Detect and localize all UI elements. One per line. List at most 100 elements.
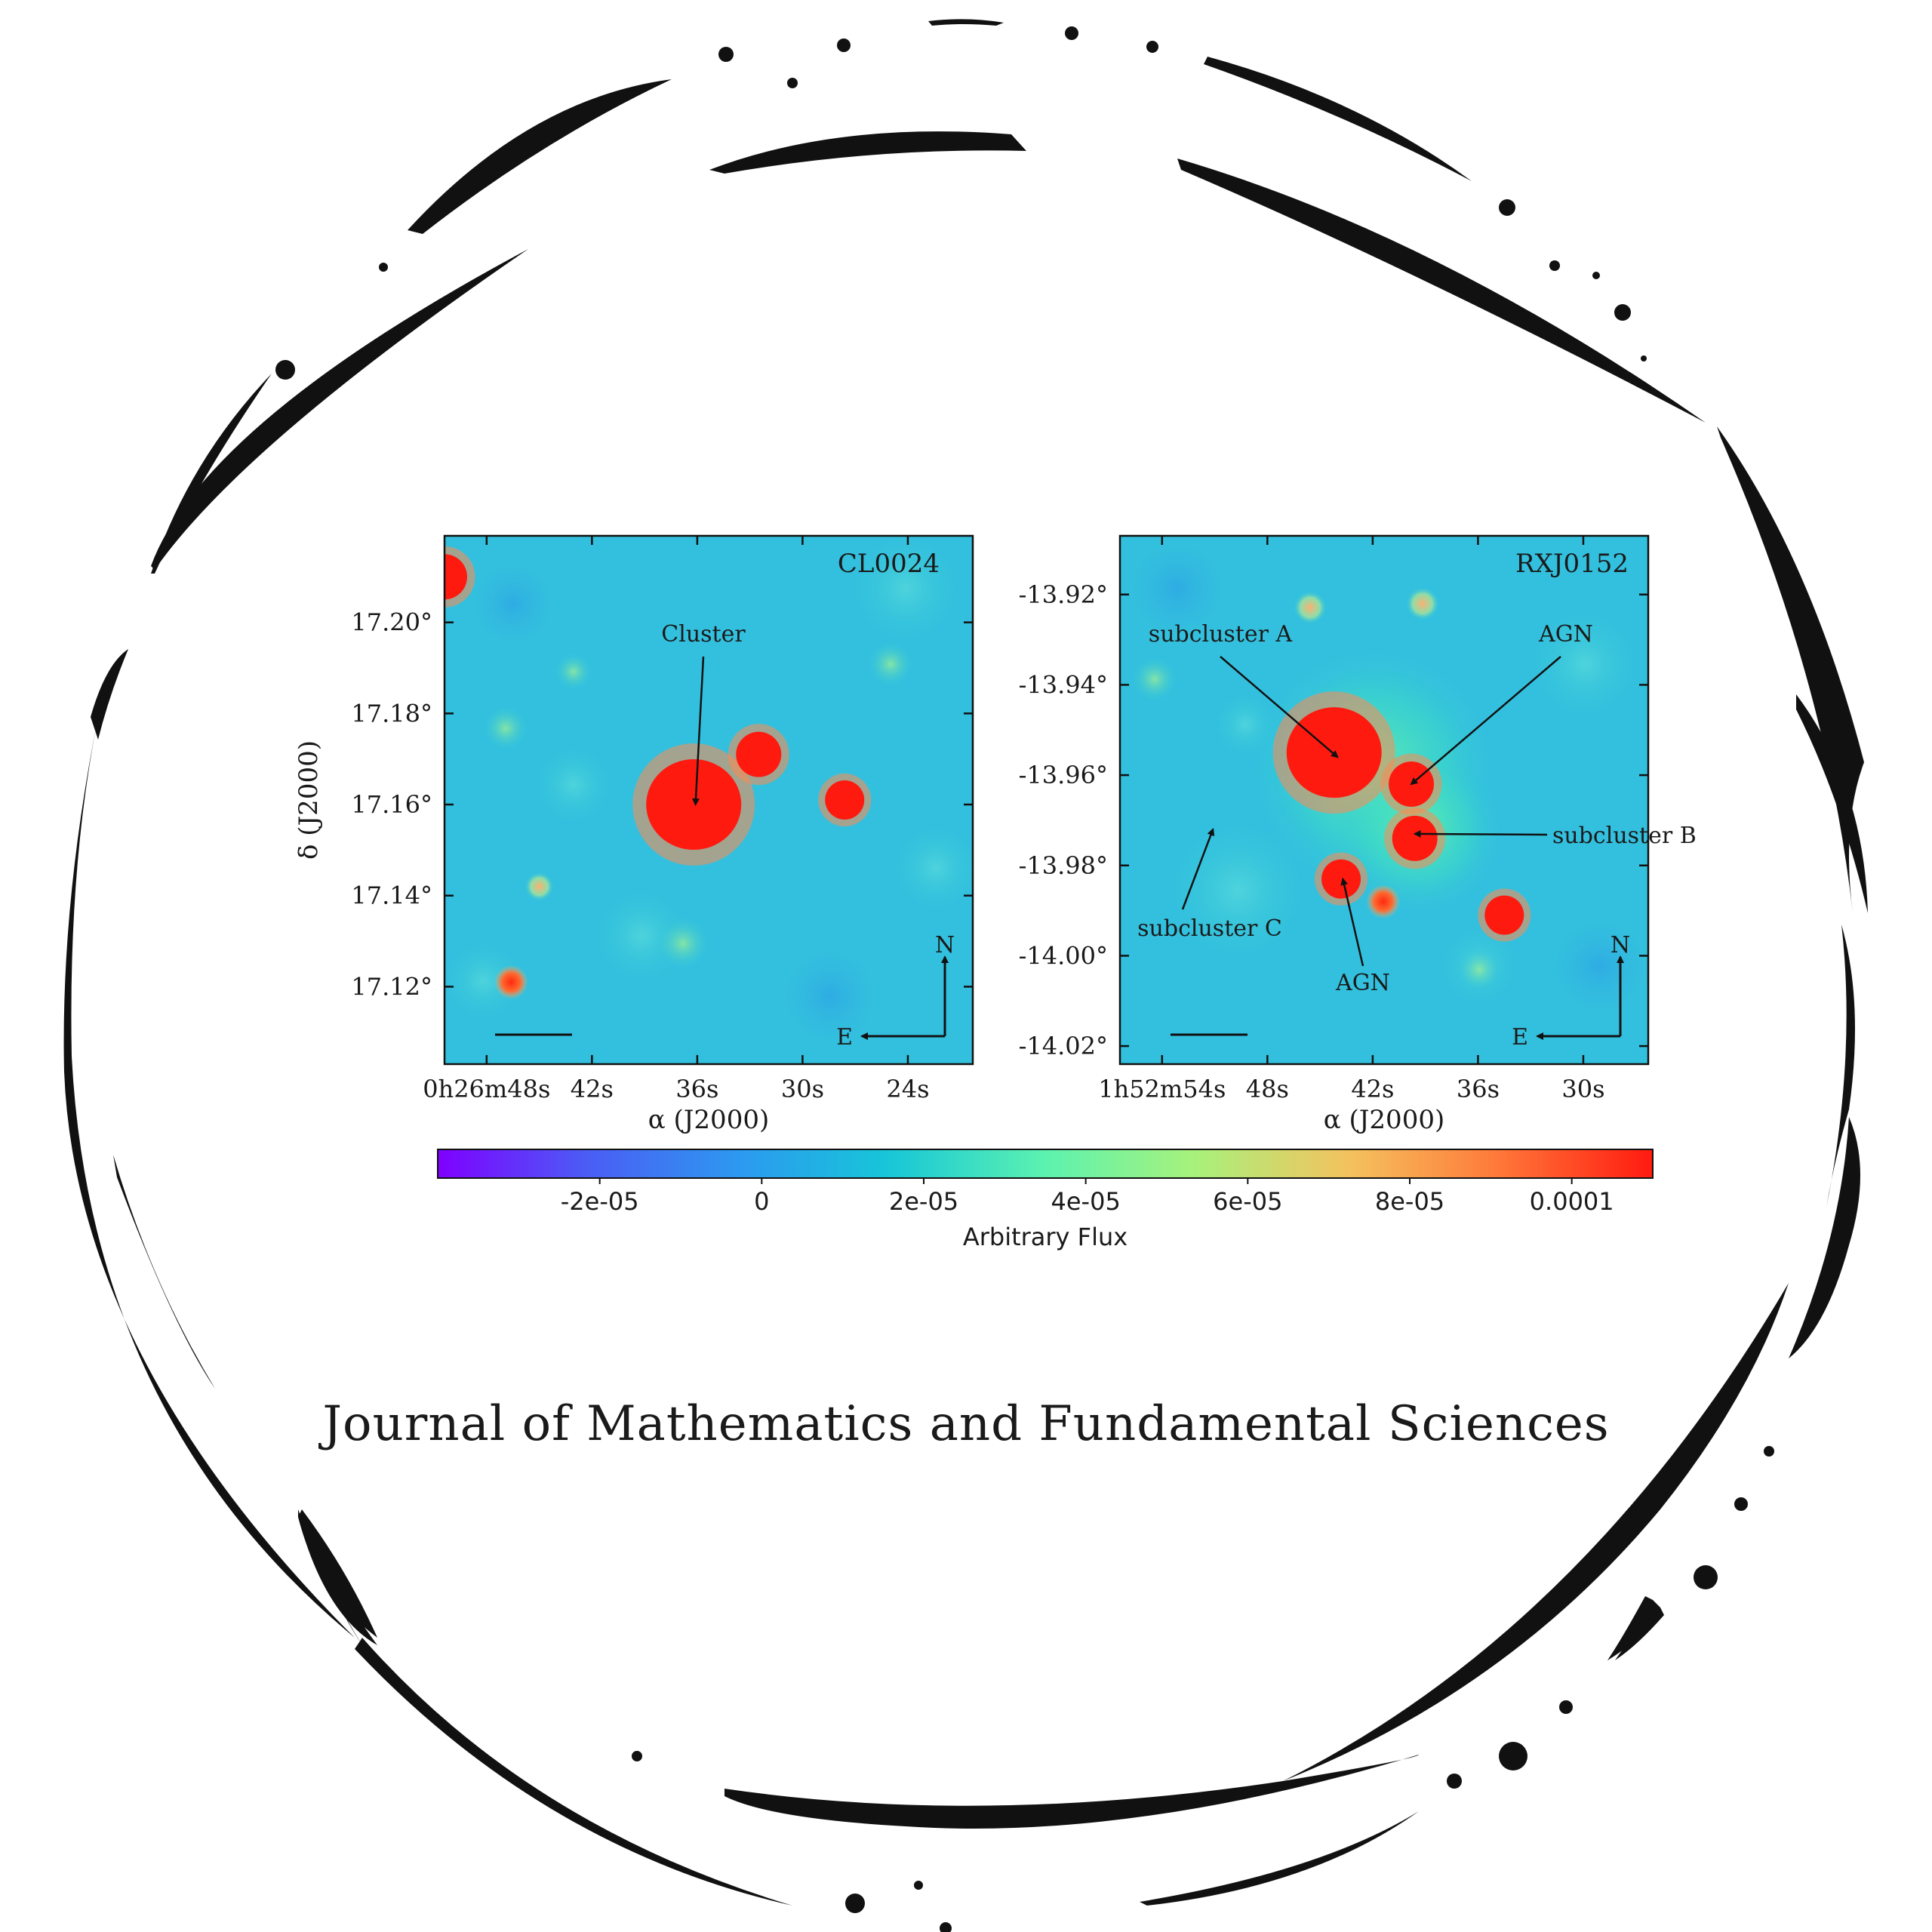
annotation-arrow <box>1410 656 1561 786</box>
ring-dot <box>1146 41 1158 53</box>
compass-east: E <box>836 1024 853 1051</box>
source-blob <box>525 872 554 901</box>
y-tick-label: -14.00° <box>1019 941 1108 970</box>
y-tick-label: 17.20° <box>351 608 432 637</box>
ring-dot <box>275 360 295 380</box>
x-tick-label: 30s <box>781 1075 824 1103</box>
source-blob <box>494 964 528 999</box>
colorbar-tick-label: 4e-05 <box>1051 1187 1121 1216</box>
colorbar-tick-label: 6e-05 <box>1213 1187 1282 1216</box>
ring-stroke <box>408 79 672 234</box>
ring-dot <box>1592 272 1600 279</box>
source-blob <box>1392 815 1438 861</box>
y-axis: -13.92° -13.94° -13.96° -13.98° -14.00° -14.0… <box>1019 580 1648 1060</box>
y-tick-label: -13.94° <box>1019 670 1108 699</box>
ring-dot <box>1734 1497 1748 1511</box>
y-tick-label: 17.16° <box>351 790 432 819</box>
ring-stroke <box>1789 1117 1860 1358</box>
colorbar-tick-label: 0.0001 <box>1530 1187 1614 1216</box>
x-tick-label: 36s <box>1457 1075 1500 1103</box>
y-tick-label: -13.96° <box>1019 761 1108 789</box>
ring-stroke <box>928 19 1004 26</box>
y-tick-label: -13.92° <box>1019 580 1108 609</box>
annotation-label: subcluster C <box>1137 915 1282 942</box>
ring-dot <box>1499 199 1515 216</box>
ring-dot <box>718 47 734 62</box>
ring-dot <box>787 78 798 88</box>
annotation-arrow <box>1340 877 1364 967</box>
ring-dot <box>1614 304 1631 321</box>
ring-stroke <box>1796 694 1868 913</box>
annotation-label: subcluster B <box>1552 823 1697 849</box>
x-tick-label: 1h52m54s <box>1098 1075 1226 1103</box>
colorbar-label: Arbitrary Flux <box>963 1223 1128 1251</box>
panel-title: CL0024 <box>838 549 940 579</box>
y-tick-label: 17.14° <box>351 881 432 910</box>
ring-dot <box>1641 355 1647 361</box>
ring-dot <box>1559 1700 1573 1714</box>
x-axis-label: α (J2000) <box>1324 1105 1444 1135</box>
x-axis-label: α (J2000) <box>648 1105 769 1135</box>
source-blob <box>1286 707 1382 798</box>
heatmap-texture <box>445 536 973 1049</box>
panel-rxj0152: RXJ0152 -13.92° -13.94° -13.96° -13.98° -14.… <box>1019 534 1697 1135</box>
x-axis: 0h26m48s 42s 36s 30s 24s <box>423 536 930 1103</box>
colorbar: -2e-05 0 2e-05 4e-05 6e-05 8e-05 0.0001 Arbitr… <box>437 1149 1654 1251</box>
ring-stroke <box>1204 57 1472 181</box>
compass-north: N <box>1611 932 1630 958</box>
colorbar-ticks: -2e-05 0 2e-05 4e-05 6e-05 8e-05 0.0001 <box>561 1178 1614 1216</box>
source-blob <box>736 731 782 777</box>
y-tick-label: 17.18° <box>351 699 432 728</box>
ring-dot <box>1694 1565 1718 1589</box>
y-axis-label: δ (J2000) <box>294 740 324 860</box>
colorbar-tick-label: 0 <box>754 1187 769 1216</box>
annotation-label: subcluster A <box>1149 621 1293 648</box>
source-blob <box>646 759 742 851</box>
source-blob <box>1484 895 1524 935</box>
y-tick-label: 17.12° <box>351 972 432 1001</box>
ring-dot <box>1549 260 1560 271</box>
y-tick-label: -14.02° <box>1019 1032 1108 1060</box>
x-tick-label: 42s <box>571 1075 614 1103</box>
source-blob <box>1366 884 1401 919</box>
ring-dot <box>845 1894 865 1913</box>
ring-dot <box>1764 1446 1774 1457</box>
x-tick-label: 30s <box>1561 1075 1604 1103</box>
ring-dot <box>940 1922 952 1932</box>
ring-dot <box>914 1881 923 1890</box>
x-tick-label: 0h26m48s <box>423 1075 550 1103</box>
annotation-label: Cluster <box>661 621 746 648</box>
ring-stroke <box>1607 1596 1653 1660</box>
annotation-layer: subcluster A AGN subcluster B AGN subcluster… <box>1137 621 1697 996</box>
x-axis: 1h52m54s 48s 42s 36s 30s <box>1098 536 1605 1103</box>
source-blob <box>1321 859 1361 899</box>
source-blob <box>825 780 865 820</box>
panel-cl0024: CL0024 17.20° 17.18° 17.16° 17.14° 17.12° 0h… <box>294 534 974 1135</box>
annotation-arrow <box>1181 828 1215 910</box>
x-tick-label: 48s <box>1246 1075 1289 1103</box>
x-tick-label: 24s <box>886 1075 929 1103</box>
compass: N E <box>1512 932 1630 1051</box>
ring-dot <box>632 1751 642 1761</box>
y-tick-label: -13.98° <box>1019 851 1108 880</box>
annotation-label: AGN <box>1335 970 1390 996</box>
ring-stroke <box>151 374 272 574</box>
annotation-layer: Cluster <box>661 621 746 807</box>
ring-stroke <box>1615 1607 1664 1660</box>
colorbar-tick-label: -2e-05 <box>561 1187 639 1216</box>
ring-stroke <box>1826 924 1855 1208</box>
ring-stroke <box>298 1509 377 1638</box>
annotation-arrow <box>1220 656 1339 758</box>
panel-title: RXJ0152 <box>1515 549 1629 579</box>
ring-stroke <box>1177 158 1706 423</box>
x-tick-label: 42s <box>1351 1075 1394 1103</box>
ring-dot <box>1065 26 1078 40</box>
ring-stroke <box>724 1755 1419 1829</box>
ring-stroke <box>1717 426 1864 913</box>
annotation-label: AGN <box>1538 621 1593 648</box>
annotation-arrow <box>691 656 705 807</box>
colorbar-tick-label: 8e-05 <box>1375 1187 1444 1216</box>
